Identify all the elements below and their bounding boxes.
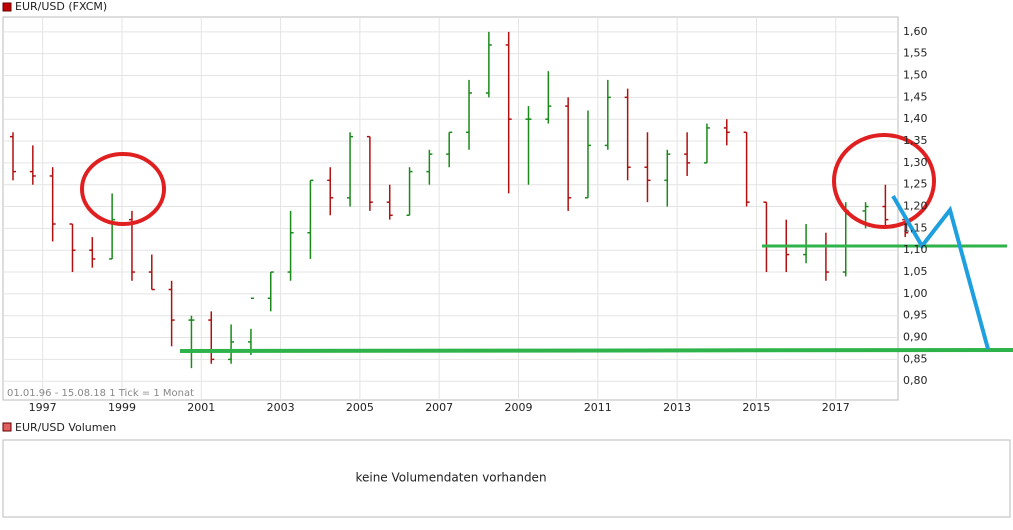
volume-message: keine Volumendaten vorhanden bbox=[355, 471, 546, 485]
y-tick-label: 1,20 bbox=[903, 200, 928, 213]
volume-title: EUR/USD Volumen bbox=[15, 421, 116, 434]
y-tick-label: 1,10 bbox=[903, 243, 928, 256]
x-tick-label: 1997 bbox=[29, 401, 57, 414]
y-tick-label: 1,55 bbox=[903, 47, 928, 60]
y-tick-label: 1,50 bbox=[903, 69, 928, 82]
x-tick-label: 2003 bbox=[267, 401, 295, 414]
y-tick-label: 0,95 bbox=[903, 309, 928, 322]
chart-title: EUR/USD (FXCM) bbox=[15, 0, 107, 13]
x-tick-label: 2001 bbox=[187, 401, 215, 414]
y-tick-label: 0,90 bbox=[903, 331, 928, 344]
y-tick-label: 1,00 bbox=[903, 287, 928, 300]
x-tick-label: 2009 bbox=[505, 401, 533, 414]
y-tick-label: 1,15 bbox=[903, 221, 928, 234]
volume-panel bbox=[2, 439, 1011, 518]
circle-annotation bbox=[832, 133, 936, 229]
circle-annotation bbox=[80, 152, 166, 226]
y-tick-label: 1,35 bbox=[903, 134, 928, 147]
volume-marker bbox=[2, 422, 12, 432]
x-tick-label: 2017 bbox=[822, 401, 850, 414]
support-line bbox=[179, 348, 1013, 353]
x-tick-label: 1999 bbox=[108, 401, 136, 414]
forecast-line bbox=[891, 194, 990, 350]
y-tick-label: 1,60 bbox=[903, 25, 928, 38]
y-tick-label: 0,80 bbox=[903, 374, 928, 387]
x-tick-label: 2007 bbox=[425, 401, 453, 414]
x-tick-label: 2015 bbox=[742, 401, 770, 414]
y-tick-label: 1,45 bbox=[903, 90, 928, 103]
x-tick-label: 2013 bbox=[663, 401, 691, 414]
date-range: 01.01.96 - 15.08.18 1 Tick = 1 Monat bbox=[7, 388, 194, 399]
y-tick-label: 1,40 bbox=[903, 112, 928, 125]
x-tick-label: 2011 bbox=[584, 401, 612, 414]
y-tick-label: 1,30 bbox=[903, 156, 928, 169]
y-tick-label: 0,85 bbox=[903, 352, 928, 365]
y-tick-label: 1,25 bbox=[903, 178, 928, 191]
x-tick-label: 2005 bbox=[346, 401, 374, 414]
plot-area bbox=[2, 16, 899, 401]
title-marker bbox=[2, 2, 12, 12]
y-tick-label: 1,05 bbox=[903, 265, 928, 278]
